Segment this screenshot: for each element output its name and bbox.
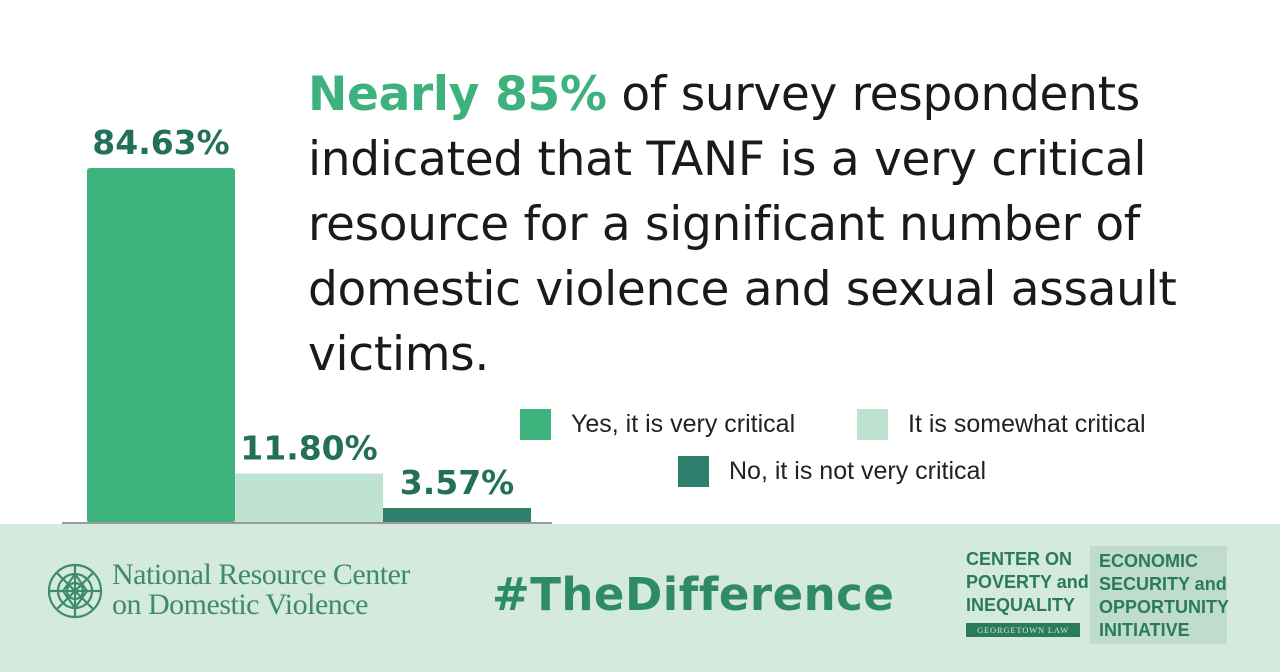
esoi-line-1: ECONOMIC	[1099, 551, 1198, 571]
footer: National Resource Center on Domestic Vio…	[0, 524, 1280, 672]
legend-item-somewhat-critical: It is somewhat critical	[857, 409, 1146, 440]
hashtag: #TheDifference	[492, 568, 895, 621]
bar-somewhat-critical	[235, 473, 383, 523]
headline-text: of survey respondents indicated that TAN…	[308, 67, 1177, 382]
cpi-logo: CENTER ON POVERTY and INEQUALITY GEORGET…	[966, 548, 1089, 637]
nrc-logo-icon	[47, 563, 103, 619]
nrc-line-1: National Resource Center	[112, 558, 410, 591]
esoi-line-2: SECURITY and	[1099, 574, 1227, 594]
esoi-line-3: OPPORTUNITY	[1099, 597, 1230, 617]
bar-chart: 84.63% 11.80% 3.57%	[62, 123, 552, 524]
headline: Nearly 85% of survey respondents indicat…	[308, 62, 1258, 387]
cpi-line-2: POVERTY and	[966, 572, 1089, 592]
legend-swatch-somewhat-critical	[857, 409, 888, 440]
cpi-line-3: INEQUALITY	[966, 595, 1076, 615]
bar-not-critical	[383, 508, 531, 523]
legend-item-very-critical: Yes, it is very critical	[520, 409, 795, 440]
legend-label-somewhat-critical: It is somewhat critical	[908, 410, 1146, 438]
bar-very-critical	[87, 168, 235, 523]
bars-group	[87, 168, 531, 523]
cpi-subtitle: GEORGETOWN LAW	[966, 623, 1080, 637]
nrc-line-2: on Domestic Violence	[112, 588, 368, 621]
legend-label-very-critical: Yes, it is very critical	[571, 410, 796, 438]
data-labels-group: 84.63% 11.80% 3.57%	[92, 123, 514, 502]
data-label-not-critical: 3.57%	[400, 463, 515, 502]
legend-swatch-very-critical	[520, 409, 551, 440]
nrc-wordmark: National Resource Center on Domestic Vio…	[112, 560, 410, 620]
data-label-very-critical: 84.63%	[92, 123, 229, 162]
headline-highlight: Nearly 85%	[308, 67, 607, 122]
legend-item-not-critical: No, it is not very critical	[678, 456, 986, 487]
data-label-somewhat-critical: 11.80%	[240, 429, 377, 468]
esoi-logo: ECONOMIC SECURITY and OPPORTUNITY INITIA…	[1090, 546, 1230, 644]
legend-swatch-not-critical	[678, 456, 709, 487]
legend-label-not-critical: No, it is not very critical	[729, 457, 987, 485]
cpi-line-1: CENTER ON	[966, 549, 1073, 569]
esoi-line-4: INITIATIVE	[1099, 620, 1190, 640]
